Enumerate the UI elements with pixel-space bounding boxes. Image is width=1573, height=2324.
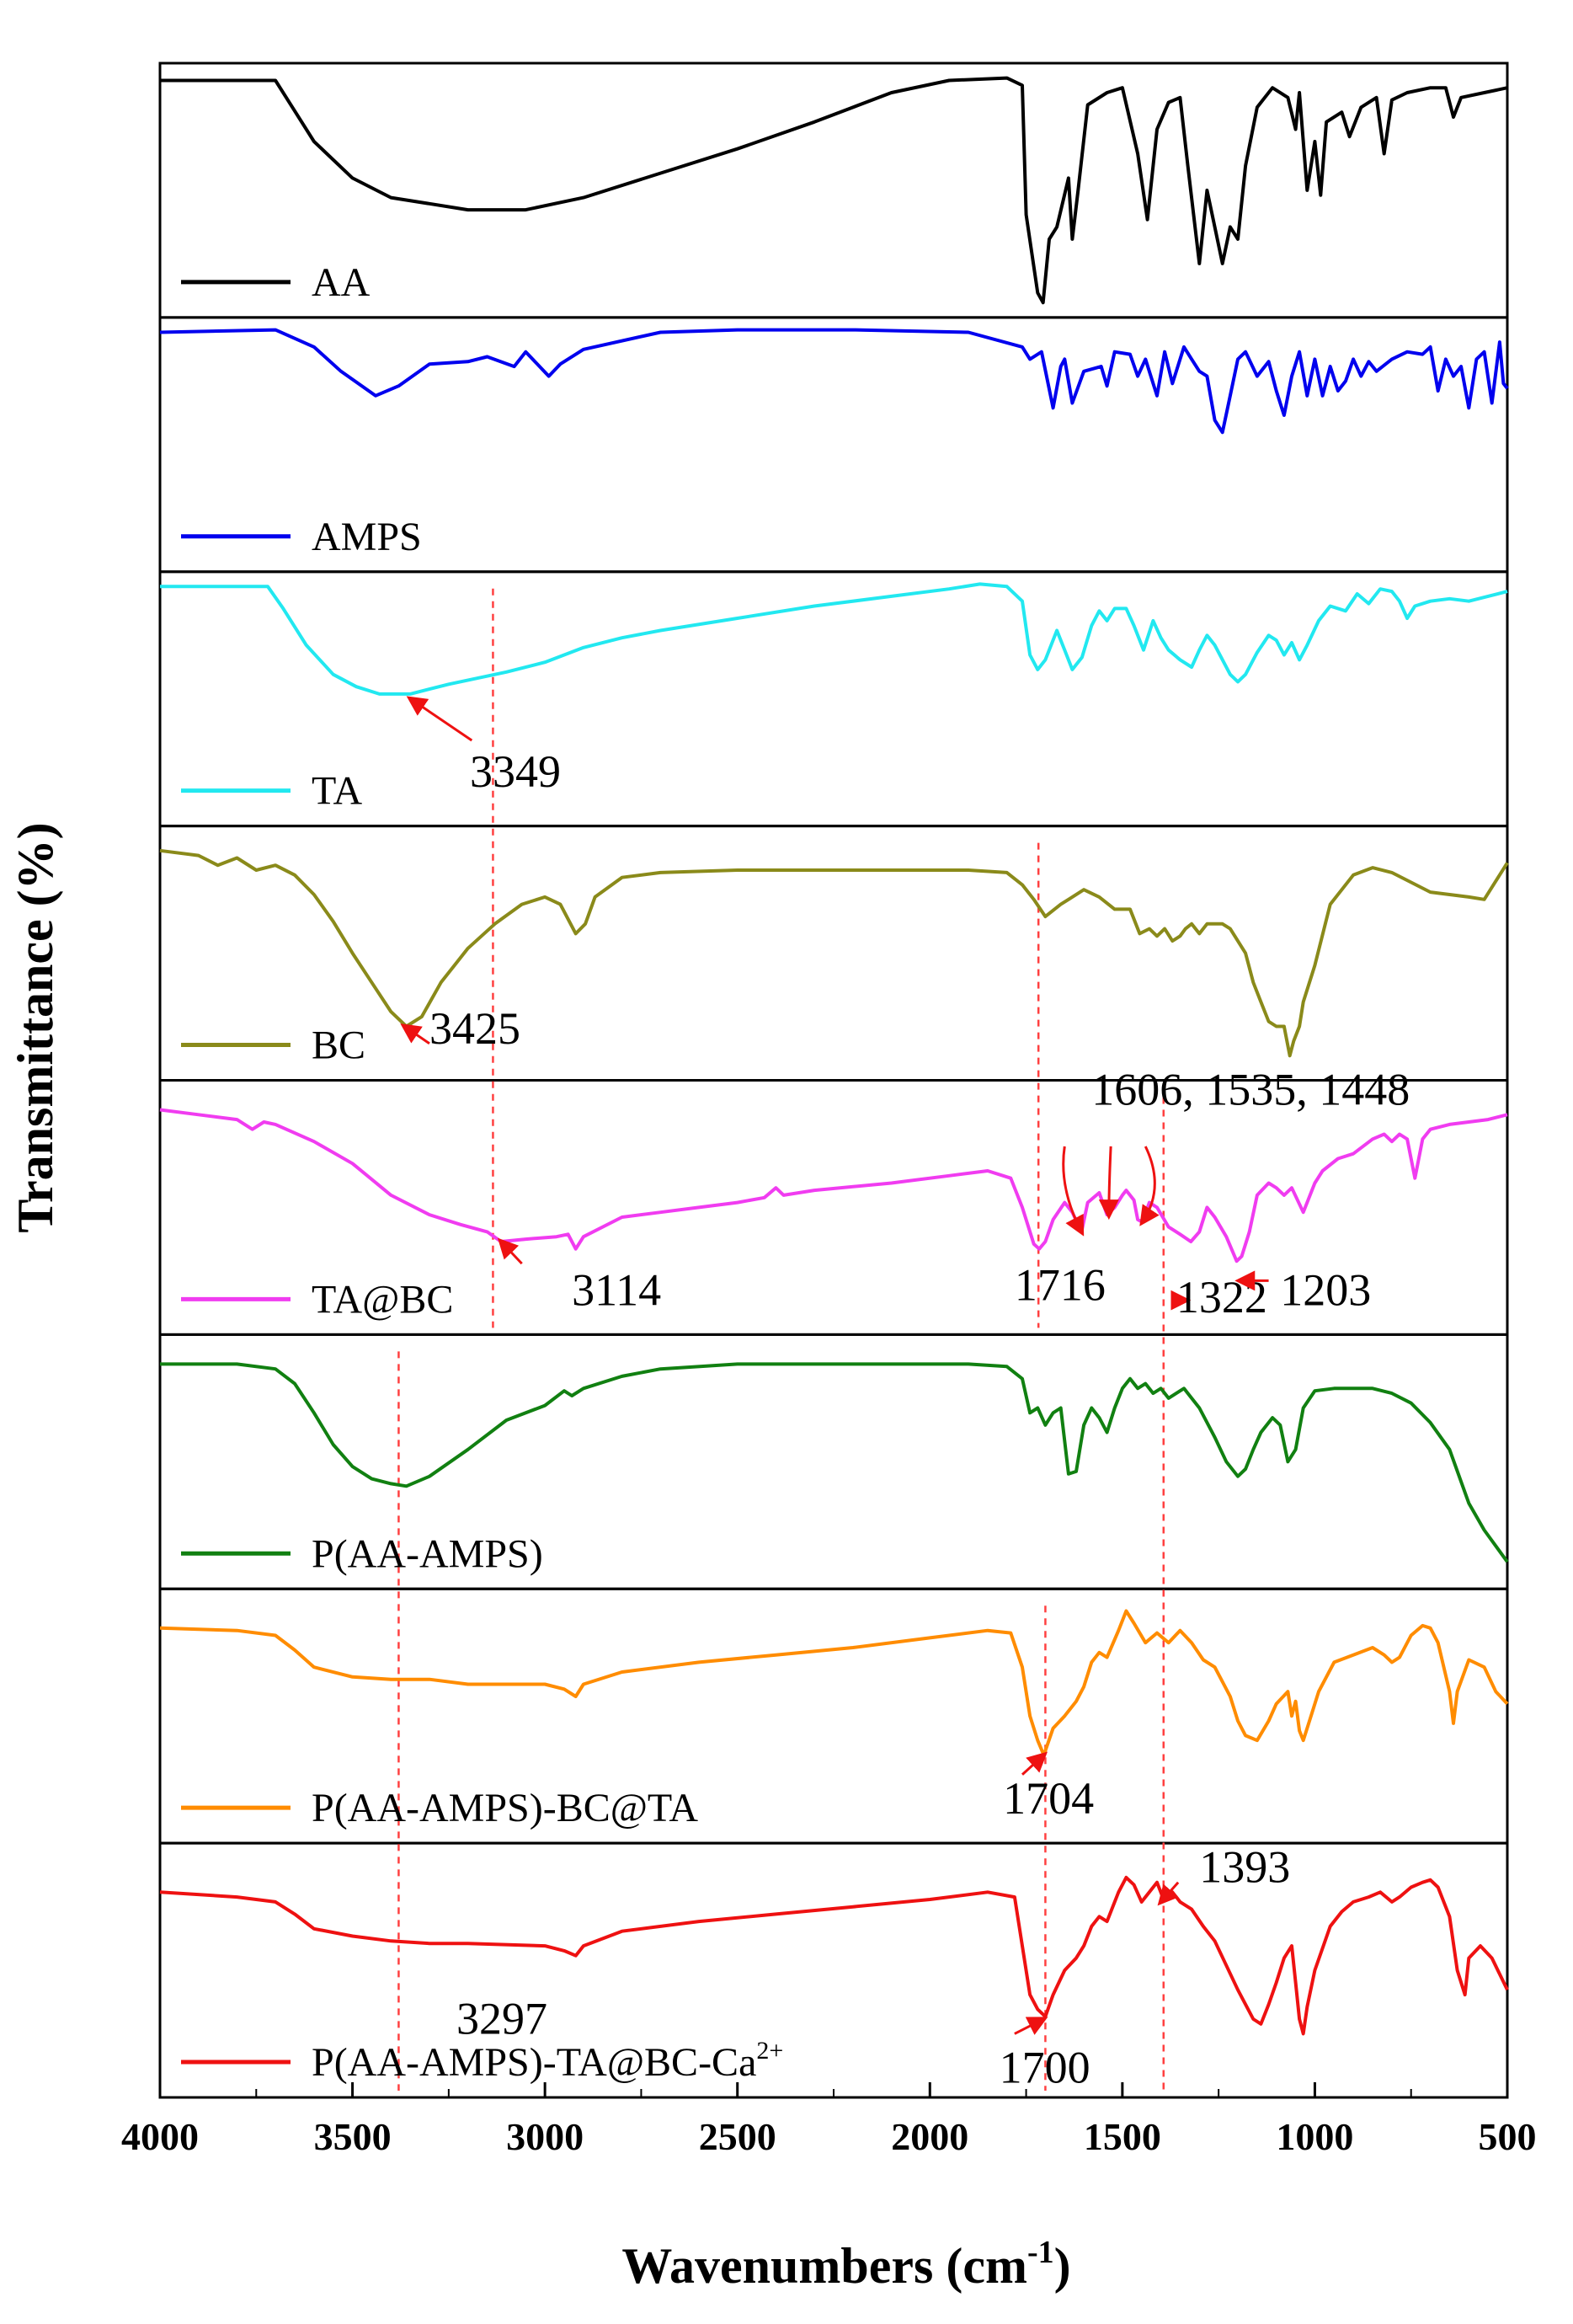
peak-label: 3349 bbox=[470, 746, 561, 797]
x-tick-label: 2000 bbox=[891, 2115, 968, 2158]
peak-label: 1716 bbox=[1015, 1260, 1106, 1311]
x-tick-label: 1500 bbox=[1084, 2115, 1161, 2158]
legend-label-text: TA@BC bbox=[312, 1277, 453, 1322]
peak-arrow bbox=[497, 1237, 523, 1265]
peak-arrow bbox=[406, 696, 473, 742]
legend-label-text: P(AA-AMPS) bbox=[312, 1531, 543, 1576]
legend-label-superscript: 2+ bbox=[756, 2037, 783, 2065]
reference-lines bbox=[397, 588, 1165, 2091]
peak-arrow bbox=[1014, 2017, 1048, 2035]
legend-label-text: BC bbox=[312, 1023, 365, 1068]
series-line bbox=[160, 76, 1508, 305]
legend-label-text: AMPS bbox=[312, 515, 422, 559]
series-line bbox=[159, 328, 1509, 435]
legend-label: P(AA-AMPS)-TA@BC-Ca2+ bbox=[312, 2037, 783, 2085]
x-axis: 4000 3500 3000 2500 2000 1500 1000 500 bbox=[121, 2082, 1537, 2158]
legend-label: P(AA-AMPS)-BC@TA bbox=[312, 1786, 698, 1830]
series-line bbox=[160, 1362, 1509, 1563]
legend-label-text: P(AA-AMPS)-BC@TA bbox=[312, 1786, 698, 1830]
x-tick-label: 2500 bbox=[699, 2115, 776, 2158]
series-line bbox=[159, 1875, 1509, 2036]
x-tick-label: 500 bbox=[1479, 2115, 1537, 2158]
peak-label: 1203 bbox=[1280, 1264, 1371, 1315]
peak-arrow bbox=[1021, 1751, 1048, 1776]
peak-group-label: 1606, 1535, 1448 bbox=[1091, 1065, 1410, 1115]
peak-label: 1700 bbox=[1000, 2042, 1090, 2092]
x-tick-label: 4000 bbox=[121, 2115, 199, 2158]
peak-arrow bbox=[400, 1023, 430, 1045]
peak-label: 1393 bbox=[1199, 1842, 1290, 1893]
legend-label: TA@BC bbox=[312, 1277, 453, 1322]
legend-label: AA bbox=[312, 260, 371, 305]
peak-label: 3297 bbox=[456, 1993, 547, 2044]
peak-arrow bbox=[1157, 1881, 1180, 1906]
panels-layer bbox=[158, 61, 1509, 2099]
legend-label-text: TA bbox=[312, 769, 362, 814]
peak-label: 3425 bbox=[429, 1003, 520, 1054]
x-tick-label: 3500 bbox=[314, 2115, 392, 2158]
peak-arrow bbox=[1098, 1146, 1119, 1221]
legend-label-text: AA bbox=[312, 260, 371, 305]
legend-label: P(AA-AMPS) bbox=[312, 1531, 543, 1576]
peak-arrow bbox=[1139, 1146, 1160, 1226]
x-tick-label: 3000 bbox=[506, 2115, 584, 2158]
peak-label: 1704 bbox=[1003, 1773, 1094, 1824]
legend-label: AMPS bbox=[312, 515, 422, 559]
legend-label: BC bbox=[312, 1023, 365, 1068]
legend-label-text: P(AA-AMPS)-TA@BC-Ca bbox=[312, 2040, 756, 2085]
x-axis-title: Wavenumbers (cm-1) bbox=[621, 2235, 1070, 2294]
series-line bbox=[160, 582, 1508, 696]
peak-arrow bbox=[1062, 1146, 1085, 1237]
peak-label: 3114 bbox=[572, 1264, 661, 1315]
y-axis-title: Transmittance (%) bbox=[8, 822, 63, 1232]
x-tick-label: 1000 bbox=[1276, 2115, 1353, 2158]
legend-label: TA bbox=[312, 769, 362, 814]
series-line bbox=[159, 1609, 1509, 1757]
series-line bbox=[159, 1108, 1508, 1264]
